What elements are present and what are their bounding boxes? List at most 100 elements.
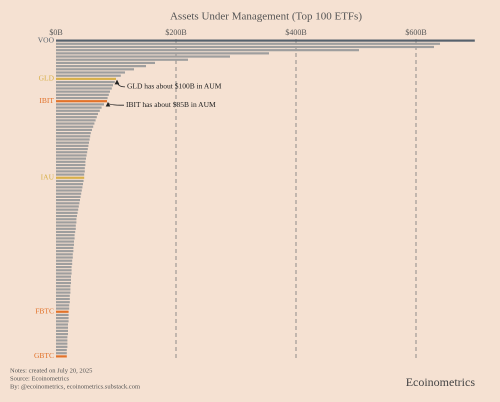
bar — [56, 138, 90, 141]
bar — [56, 329, 68, 332]
bar — [56, 275, 71, 278]
bar — [56, 106, 102, 109]
bar — [56, 342, 68, 345]
bar — [56, 278, 71, 281]
x-tick-label: $0B — [49, 28, 62, 37]
bar — [56, 100, 107, 103]
bar — [56, 227, 76, 230]
bar — [56, 160, 86, 163]
bar — [56, 103, 104, 106]
bar — [56, 74, 121, 77]
annotation-arrow — [114, 79, 126, 88]
bar — [56, 281, 71, 285]
bar — [56, 304, 70, 307]
bar — [56, 285, 71, 288]
bar — [56, 192, 82, 195]
bar — [56, 116, 97, 119]
bar — [56, 234, 75, 237]
bar — [56, 65, 146, 68]
x-tick-label: $400B — [285, 28, 306, 37]
bar — [56, 262, 73, 265]
bar — [56, 214, 77, 218]
x-tick-label: $600B — [405, 28, 426, 37]
bar — [56, 291, 71, 294]
note: By: @ecoinometrics, ecoinometrics.substa… — [10, 383, 140, 390]
annotation: IBIT has about $85B in AUM — [126, 100, 216, 109]
y-tick-label: VOO — [38, 35, 55, 44]
bar — [56, 39, 475, 42]
bar — [56, 256, 73, 259]
y-tick-label: IAU — [41, 172, 55, 181]
bar — [56, 42, 440, 45]
bar — [56, 61, 155, 65]
bar — [56, 218, 77, 221]
bar — [56, 259, 73, 262]
bar — [56, 240, 74, 243]
bar — [56, 45, 434, 49]
bar — [56, 288, 71, 291]
bar — [56, 195, 81, 198]
bar — [56, 348, 67, 352]
bar — [56, 355, 67, 358]
bar — [56, 352, 67, 355]
bar — [56, 77, 116, 80]
bar — [56, 301, 70, 304]
bar — [56, 230, 76, 234]
bar — [56, 119, 96, 122]
note: Source: Ecoinometrics — [10, 375, 69, 382]
brand: Ecoinometrics — [406, 375, 476, 389]
bar — [56, 163, 86, 167]
bar — [56, 173, 85, 176]
bar — [56, 339, 68, 342]
bar — [56, 112, 98, 116]
bar — [56, 186, 83, 189]
bar — [56, 157, 86, 160]
note: Notes: created on July 20, 2025 — [10, 367, 92, 374]
bar — [56, 179, 84, 183]
bar — [56, 87, 112, 90]
bar — [56, 345, 68, 348]
bar — [56, 80, 115, 84]
bar — [56, 294, 70, 297]
bar — [56, 320, 69, 323]
bar — [56, 297, 70, 301]
bar — [56, 269, 72, 272]
bar — [56, 96, 108, 100]
bar — [56, 154, 87, 157]
bar — [56, 205, 79, 208]
bar — [56, 211, 78, 214]
bar — [56, 90, 110, 93]
y-tick-label: IBIT — [39, 96, 54, 105]
bar — [56, 326, 68, 329]
bar — [56, 147, 88, 151]
y-tick-label: GBTC — [34, 351, 54, 360]
bar — [56, 151, 88, 154]
bar — [56, 208, 79, 211]
bar — [56, 224, 76, 227]
bar — [56, 332, 68, 336]
bar — [56, 243, 74, 246]
bar — [56, 132, 91, 135]
bar — [56, 317, 69, 320]
bar — [56, 199, 80, 202]
bar — [56, 128, 92, 132]
bar — [56, 84, 113, 87]
bar — [56, 253, 73, 256]
bar — [56, 323, 68, 326]
bar — [56, 71, 125, 74]
bar — [56, 122, 95, 125]
chart-title: Assets Under Management (Top 100 ETFs) — [170, 11, 362, 23]
bar — [56, 109, 100, 112]
y-tick-label: GLD — [39, 74, 55, 83]
bar — [56, 272, 72, 275]
bar — [56, 189, 82, 192]
y-tick-label: FBTC — [35, 306, 54, 315]
bar — [56, 336, 68, 339]
bar — [56, 310, 69, 313]
bar — [56, 55, 230, 58]
bar — [56, 202, 80, 205]
bar — [56, 144, 89, 147]
bar — [56, 68, 134, 71]
